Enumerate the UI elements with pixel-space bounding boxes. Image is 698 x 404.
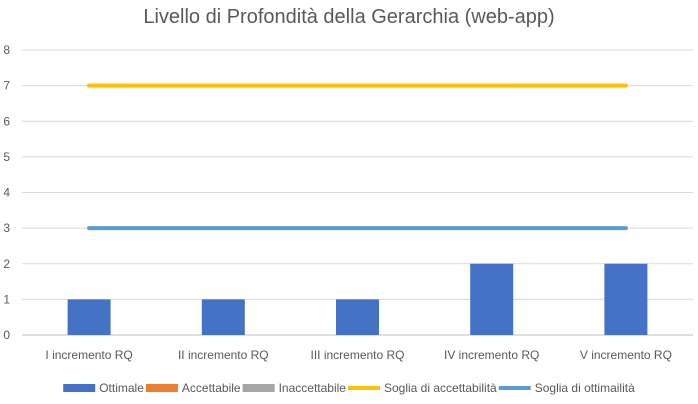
y-tick-label: 5 (3, 150, 10, 164)
bar-ottimale-1 (68, 299, 111, 335)
legend-swatch (146, 384, 178, 392)
bar-ottimale-2 (202, 299, 245, 335)
bar-ottimale-3 (336, 299, 379, 335)
x-category-label: V incremento RQ (580, 348, 672, 362)
legend-label: Soglia di ottimailità (535, 381, 635, 395)
y-tick-label: 0 (3, 328, 10, 342)
x-axis-categories: I incremento RQ II incremento RQ III incre… (45, 348, 672, 362)
bar-ottimale-5 (604, 264, 647, 335)
x-category-label: III incremento RQ (310, 348, 404, 362)
y-tick-label: 4 (3, 186, 10, 200)
legend-label: Ottimale (99, 381, 144, 395)
x-category-label: I incremento RQ (45, 348, 132, 362)
y-tick-label: 1 (3, 292, 10, 306)
legend-label: Soglia di accettabilità (384, 381, 497, 395)
grid (22, 50, 693, 335)
x-category-label: IV incremento RQ (444, 348, 539, 362)
y-tick-label: 7 (3, 79, 10, 93)
legend-swatch (63, 384, 95, 392)
x-category-label: II incremento RQ (178, 348, 269, 362)
y-tick-label: 3 (3, 221, 10, 235)
legend: Ottimale Accettabile Inaccettabile Soglia d… (63, 381, 635, 395)
y-tick-label: 2 (3, 257, 10, 271)
chart-title: Livello di Profondità della Gerarchia (w… (143, 6, 554, 28)
y-axis-ticks: 0 1 2 3 4 5 6 7 8 (3, 43, 10, 342)
bar-ottimale-4 (470, 264, 513, 335)
y-tick-label: 8 (3, 43, 10, 57)
y-tick-label: 6 (3, 114, 10, 128)
legend-label: Inaccettabile (279, 381, 347, 395)
legend-label: Accettabile (182, 381, 241, 395)
legend-swatch (243, 384, 275, 392)
